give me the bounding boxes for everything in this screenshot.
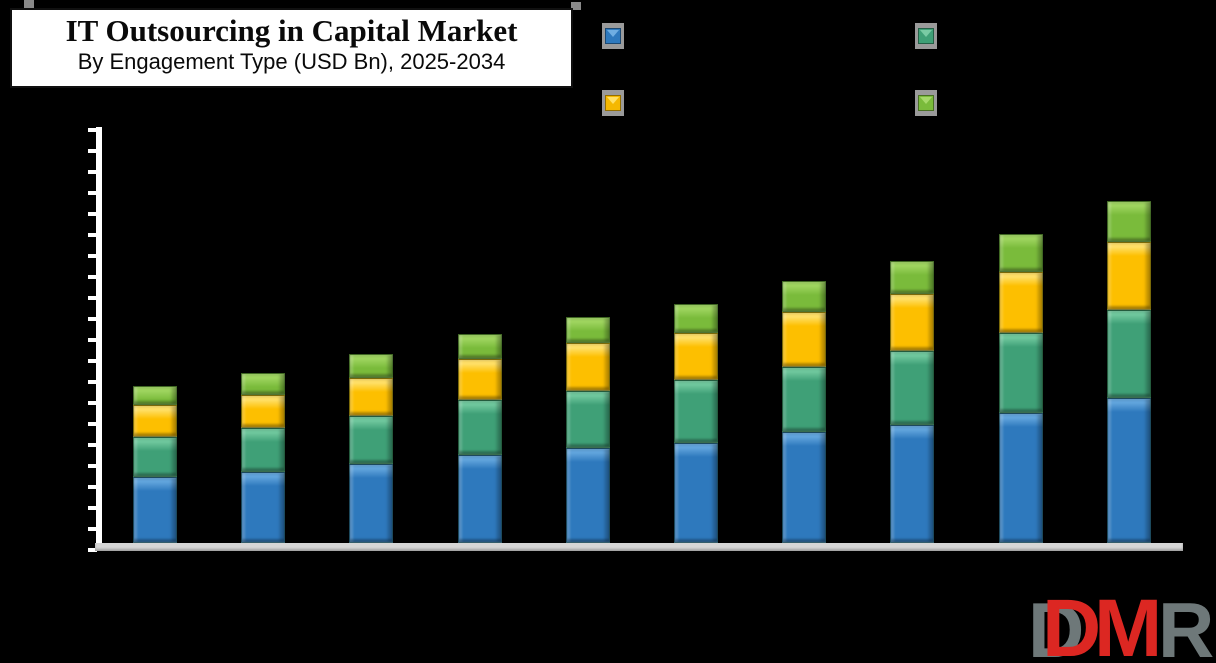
bar-2034 <box>1106 201 1151 543</box>
swatch-yellow <box>602 90 624 116</box>
y-axis-tick <box>88 212 97 216</box>
bar-2027 <box>349 354 394 543</box>
bar-segment <box>457 334 502 359</box>
textbox-handle-icon <box>571 2 581 10</box>
y-axis-tick <box>88 317 97 321</box>
swatch-sea-green <box>915 23 937 49</box>
bar-2026 <box>241 373 286 543</box>
bar-segment <box>674 333 719 380</box>
bar-segment <box>349 378 394 416</box>
bar-segment <box>674 443 719 543</box>
bar-segment <box>457 400 502 455</box>
y-axis-tick <box>88 170 97 174</box>
bar-segment <box>133 386 178 405</box>
bar-segment <box>782 432 827 543</box>
bar-2028 <box>457 334 502 543</box>
bar-segment <box>890 351 935 425</box>
y-axis-tick <box>88 527 97 531</box>
bar-segment <box>782 367 827 432</box>
dmr-logo-letter: D <box>1028 588 1084 663</box>
bar-segment <box>998 333 1043 413</box>
bar-segment <box>998 272 1043 333</box>
y-axis-tick <box>88 191 97 195</box>
bar-segment <box>133 477 178 543</box>
bar-plot-area <box>101 127 1183 543</box>
bar-segment <box>565 391 610 448</box>
y-axis-tick <box>88 443 97 447</box>
swatch-light-green <box>915 90 937 116</box>
chart-subtitle: By Engagement Type (USD Bn), 2025-2034 <box>77 48 506 74</box>
y-axis-tick <box>88 380 97 384</box>
bar-segment <box>349 354 394 378</box>
bar-segment <box>782 281 827 312</box>
bar-segment <box>890 294 935 351</box>
y-axis-tick <box>88 422 97 426</box>
bar-segment <box>1106 310 1151 398</box>
title-box: IT Outsourcing in Capital Market By Enga… <box>10 8 573 88</box>
dmr-logo-letter: M <box>1094 588 1162 663</box>
bar-2031 <box>782 281 827 543</box>
bar-segment <box>1106 398 1151 543</box>
legend <box>602 23 937 116</box>
bar-segment <box>241 472 286 543</box>
bar-segment <box>241 395 286 428</box>
bar-segment <box>1106 242 1151 310</box>
y-axis-tick <box>88 128 97 132</box>
dmr-logo-letter: R <box>1158 588 1214 663</box>
bar-segment <box>565 448 610 543</box>
y-axis-tick <box>88 338 97 342</box>
bar-segment <box>890 425 935 543</box>
bar-2030 <box>674 304 719 543</box>
bar-segment <box>565 343 610 391</box>
textbox-handle-icon <box>24 0 34 8</box>
bar-segment <box>133 437 178 477</box>
bar-segment <box>457 359 502 400</box>
bar-segment <box>674 380 719 443</box>
y-axis-tick <box>88 485 97 489</box>
bar-2033 <box>998 234 1043 543</box>
bar-segment <box>998 413 1043 543</box>
bar-segment <box>890 261 935 294</box>
bar-segment <box>457 455 502 543</box>
bar-2025 <box>133 386 178 543</box>
y-axis-tick <box>88 296 97 300</box>
bar-segment <box>241 428 286 472</box>
x-axis-baseline <box>95 543 1183 551</box>
chart-title: IT Outsourcing in Capital Market <box>65 13 518 48</box>
y-axis-line <box>96 127 102 551</box>
y-axis-tick <box>88 254 97 258</box>
bar-segment <box>782 312 827 367</box>
swatch-blue <box>602 23 624 49</box>
y-axis-tick <box>88 464 97 468</box>
bar-segment <box>349 416 394 464</box>
y-axis-tick <box>88 233 97 237</box>
bar-2029 <box>565 317 610 543</box>
y-axis-tick <box>88 506 97 510</box>
y-axis-tick <box>88 359 97 363</box>
y-axis-tick <box>88 401 97 405</box>
y-axis-tick <box>88 275 97 279</box>
dmr-logo-letter: D <box>1042 588 1101 663</box>
bar-segment <box>241 373 286 395</box>
y-axis-tick <box>88 548 97 552</box>
bar-segment <box>565 317 610 343</box>
y-axis-tick <box>88 149 97 153</box>
bar-segment <box>349 464 394 543</box>
bar-segment <box>998 234 1043 272</box>
bar-segment <box>133 405 178 437</box>
bar-segment <box>1106 201 1151 242</box>
bar-2032 <box>890 261 935 543</box>
bar-segment <box>674 304 719 333</box>
